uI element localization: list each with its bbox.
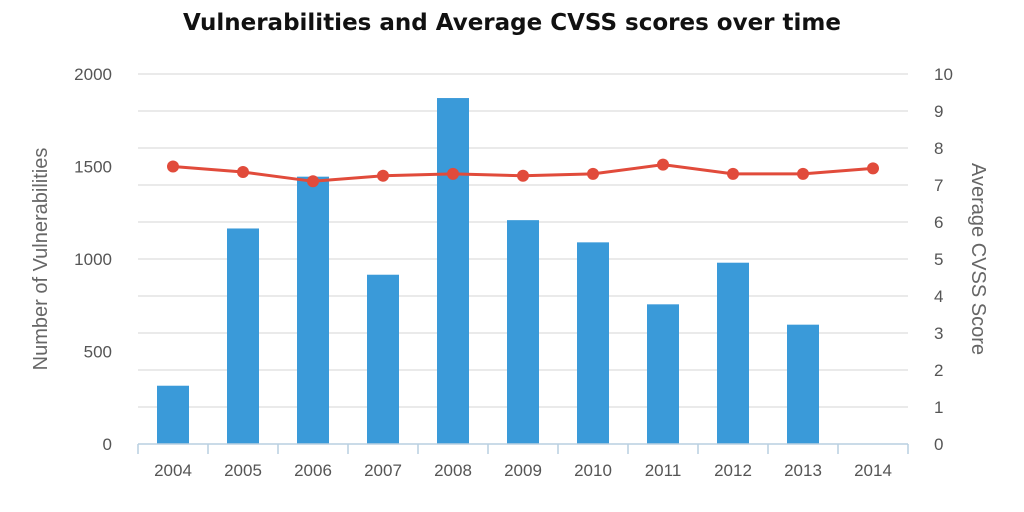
x-tick-label: 2011 <box>645 461 682 480</box>
y-left-tick-label: 500 <box>84 343 112 362</box>
bar <box>227 228 259 444</box>
bar <box>787 324 819 444</box>
bar <box>367 274 399 444</box>
chart-title: Vulnerabilities and Average CVSS scores … <box>183 10 841 36</box>
y-right-tick-label: 4 <box>934 287 943 306</box>
x-tick-label: 2013 <box>784 461 822 480</box>
y-left-tick-label: 1500 <box>74 158 112 177</box>
bar <box>577 242 609 444</box>
x-tick-label: 2008 <box>434 461 472 480</box>
line-point <box>867 162 879 175</box>
x-tick-label: 2012 <box>714 461 752 480</box>
y-right-tick-label: 3 <box>934 324 943 343</box>
x-tick-label: 2004 <box>154 461 192 480</box>
bar <box>647 304 679 444</box>
line-point <box>377 169 389 182</box>
y-right-tick-label: 10 <box>934 65 953 84</box>
y-right-tick-label: 7 <box>934 176 943 195</box>
line-point <box>517 169 529 182</box>
y-left-tick-label: 2000 <box>74 65 112 84</box>
y-right-tick-label: 0 <box>934 435 943 454</box>
line-series <box>167 158 879 188</box>
y-left-tick-label: 1000 <box>74 250 112 269</box>
line-point <box>307 175 319 188</box>
line-point <box>797 167 809 180</box>
tick-labels: 2004 2005 2006 2007 2008 2009 2010 2011 2012 2013… <box>74 65 953 480</box>
x-tick-label: 2006 <box>294 461 332 480</box>
y-right-tick-label: 9 <box>934 102 943 121</box>
x-tick-label: 2014 <box>854 461 892 480</box>
bar-series <box>157 98 819 445</box>
y-right-tick-label: 8 <box>934 139 943 158</box>
x-tick-label: 2007 <box>364 461 402 480</box>
bar <box>507 220 539 444</box>
y-axis-left-title: Number of Vulnerabilities <box>30 148 52 371</box>
bar <box>437 98 469 445</box>
y-left-tick-label: 0 <box>103 435 112 454</box>
bar <box>297 176 329 445</box>
line-point <box>657 158 669 171</box>
line-point <box>167 160 179 173</box>
line-point <box>727 167 739 180</box>
line-point <box>587 167 599 180</box>
x-tick-label: 2005 <box>224 461 262 480</box>
axes <box>137 443 909 454</box>
line-point <box>447 167 459 180</box>
x-tick-label: 2010 <box>574 461 612 480</box>
bar <box>717 262 749 444</box>
y-right-tick-label: 5 <box>934 250 943 269</box>
y-right-tick-label: 6 <box>934 213 943 232</box>
y-axis-right-title: Average CVSS Score <box>967 163 989 355</box>
y-right-tick-label: 2 <box>934 361 943 380</box>
bar <box>157 385 189 444</box>
x-tick-label: 2009 <box>504 461 542 480</box>
line-point <box>237 166 249 179</box>
y-right-tick-label: 1 <box>934 398 943 417</box>
